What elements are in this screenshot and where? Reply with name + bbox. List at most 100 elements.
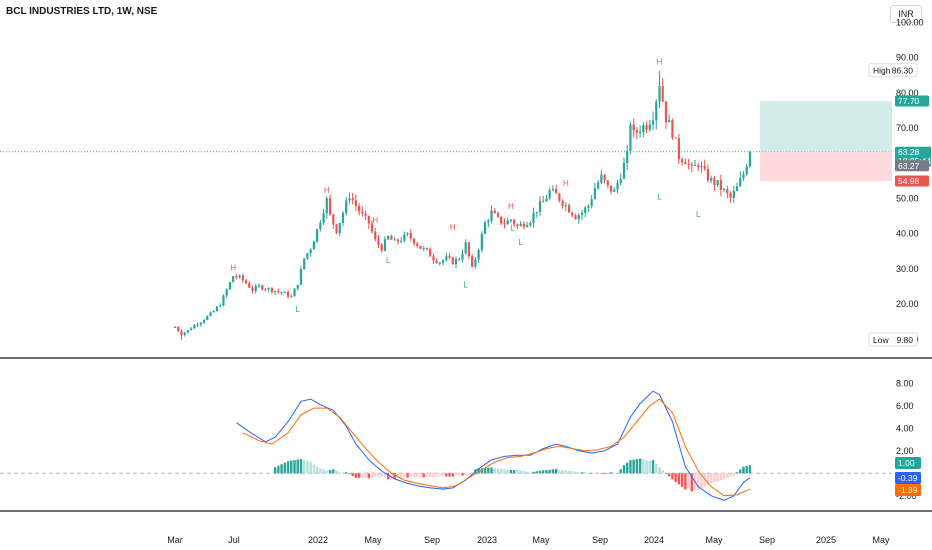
candle-body <box>425 248 429 250</box>
hist-value-tag-bg <box>895 484 921 496</box>
pivot-low-label: L <box>657 192 662 201</box>
candle-body <box>645 125 648 130</box>
candle-body <box>723 189 726 191</box>
candle-body <box>603 174 606 181</box>
macd-histogram-bar <box>600 473 603 474</box>
macd-histogram-bar <box>277 465 280 474</box>
candle-body <box>296 284 299 289</box>
candle-body <box>516 224 519 227</box>
macd-y-tick-label: 2.00 <box>896 446 914 456</box>
macd-histogram-bar <box>512 470 516 474</box>
candle-body <box>493 210 496 214</box>
candle-body <box>635 130 638 133</box>
macd-histogram-bar <box>332 469 335 474</box>
macd-histogram-bar <box>351 473 354 476</box>
macd-histogram-bar <box>548 469 551 474</box>
macd-histogram-bar <box>383 473 387 477</box>
macd-histogram-bar <box>348 473 351 475</box>
macd-histogram-bar <box>445 473 448 477</box>
candle-body <box>745 166 748 175</box>
macd-histogram-bar <box>703 473 706 487</box>
candle-body <box>383 239 387 251</box>
macd-histogram-bar <box>554 468 558 474</box>
macd-line <box>236 390 751 501</box>
macd-histogram-bar <box>613 472 616 474</box>
candle-body <box>710 178 713 181</box>
candle-body <box>406 233 409 235</box>
macd-histogram-bar <box>616 473 619 474</box>
candle-body <box>238 275 241 278</box>
pivot-high-label: H <box>508 202 514 211</box>
macd-histogram-bar <box>319 468 322 474</box>
candle-body <box>496 213 500 217</box>
macd-histogram-bar <box>422 473 425 478</box>
candle-body <box>483 222 487 234</box>
x-tick-label: Mar <box>167 535 183 545</box>
candle-body <box>325 198 328 214</box>
candle-body <box>474 259 477 267</box>
candle-body <box>509 219 513 221</box>
macd-histogram-bar <box>432 473 435 478</box>
macd-histogram-bar <box>299 459 303 474</box>
candle-body <box>451 257 454 265</box>
candle-body <box>432 256 435 261</box>
macd-histogram-bar <box>571 471 574 474</box>
candle-body <box>629 124 632 152</box>
x-tick-label: 2025 <box>816 535 836 545</box>
candle-body <box>380 244 383 251</box>
macd-histogram-bar <box>525 471 529 474</box>
pivot-low-label: L <box>463 280 468 289</box>
y-tick-label: 50.00 <box>896 194 919 204</box>
candle-body <box>345 200 348 214</box>
candle-body <box>441 260 445 263</box>
macd-histogram-bar <box>380 473 383 477</box>
x-tick-label: May <box>532 535 550 545</box>
currency-button[interactable]: INR <box>890 5 922 23</box>
macd-histogram-bar <box>338 472 341 474</box>
macd-histogram-bar <box>286 461 290 474</box>
macd-y-tick-label: 4.00 <box>896 423 914 433</box>
macd-value-tag-bg <box>895 457 921 469</box>
macd-histogram-bar <box>516 470 519 474</box>
candle-body <box>248 283 251 288</box>
candle-body <box>613 189 616 192</box>
macd-histogram-bar <box>722 473 726 480</box>
candle-body <box>571 212 574 216</box>
candle-body <box>286 291 290 297</box>
candle-body <box>390 236 393 240</box>
candle-body <box>716 180 719 186</box>
candle-body <box>522 223 525 227</box>
macd-histogram-bar <box>303 459 306 474</box>
candle-body <box>299 268 303 285</box>
candle-body <box>225 289 228 296</box>
macd-histogram-bar <box>370 473 374 478</box>
y-tick-label: 100.00 <box>896 18 924 28</box>
macd-histogram-bar <box>312 464 316 474</box>
pivot-high-label: H <box>372 216 378 225</box>
candle-body <box>703 165 706 170</box>
candle-body <box>387 236 390 240</box>
x-tick-label: 2024 <box>644 535 664 545</box>
x-tick-label: 2022 <box>308 535 328 545</box>
macd-histogram-bar <box>483 467 487 474</box>
macd-histogram-bar <box>590 473 593 474</box>
candle-body <box>409 233 412 239</box>
candle-body <box>354 200 357 206</box>
macd-histogram-bar <box>700 473 703 488</box>
candle-body <box>639 132 642 134</box>
macd-histogram-bar <box>658 467 661 474</box>
macd-histogram-bar <box>503 469 506 474</box>
candle-body <box>328 198 332 215</box>
candle-body <box>435 260 438 263</box>
macd-histogram-bar <box>441 473 445 477</box>
candle-body <box>597 182 600 189</box>
candle-body <box>487 220 490 223</box>
macd-histogram-bar <box>538 470 542 474</box>
macd-histogram-bar <box>273 467 277 474</box>
candle-body <box>616 182 619 190</box>
candle-body <box>668 119 671 123</box>
macd-histogram-bar <box>435 473 438 477</box>
macd-histogram-bar <box>642 459 645 474</box>
candle-body <box>739 178 742 187</box>
